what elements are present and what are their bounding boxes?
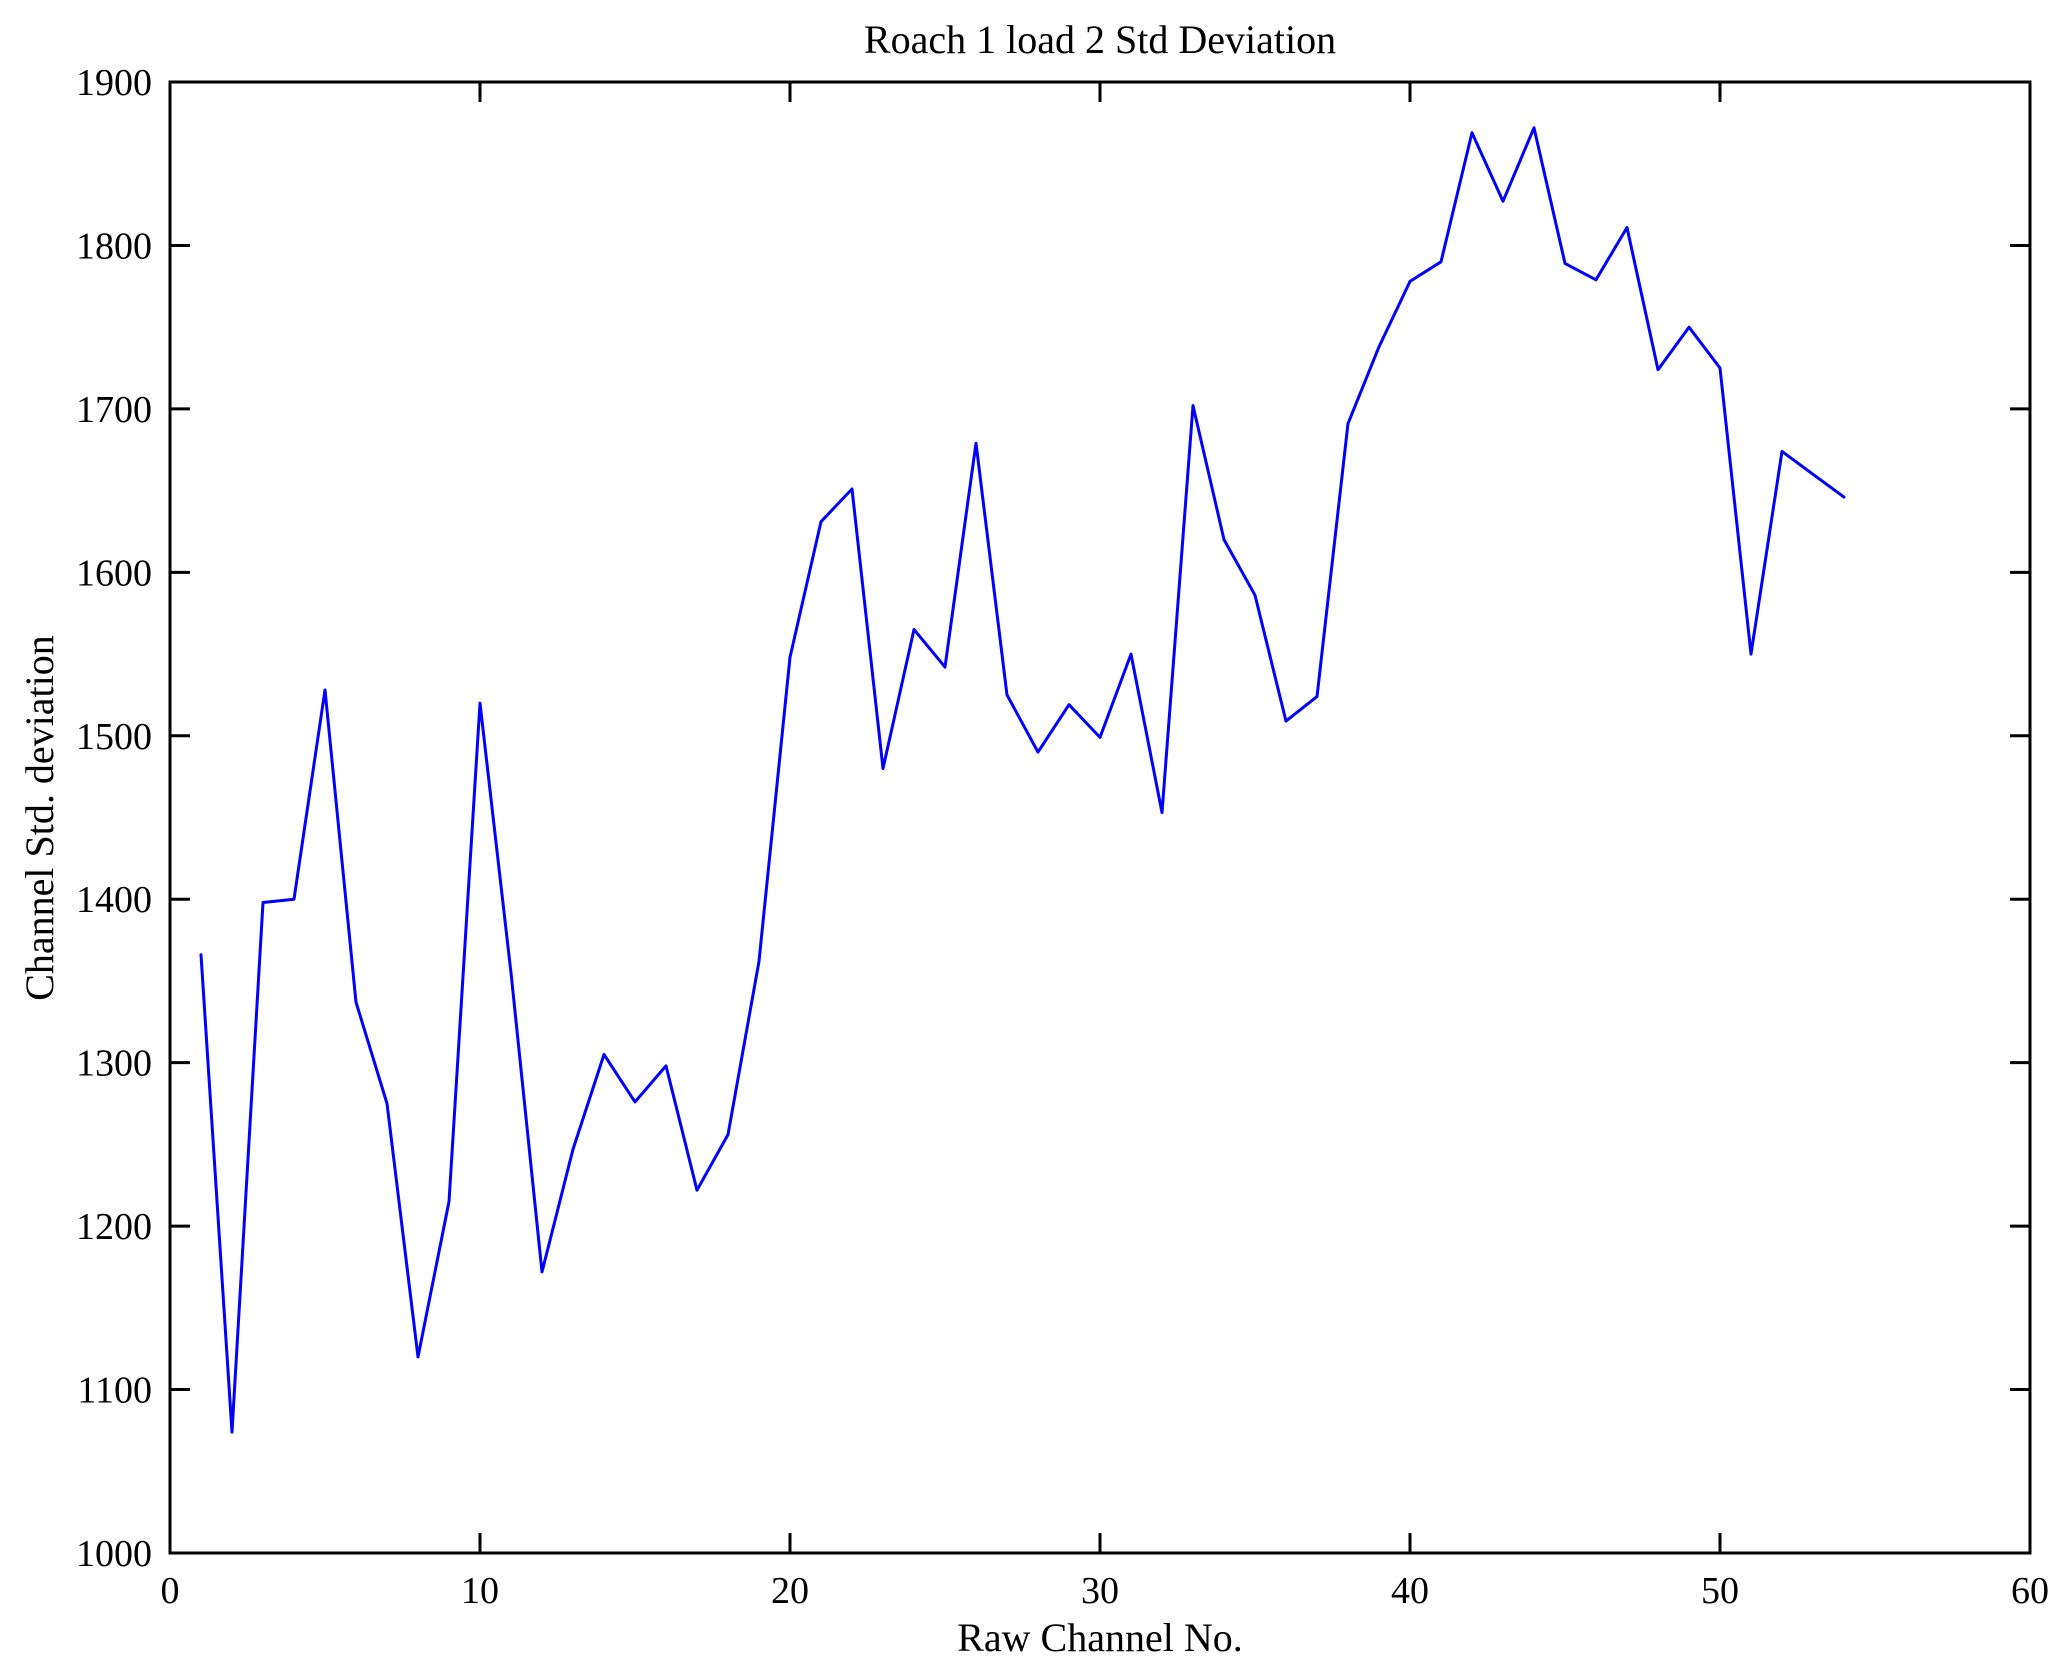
- series-line: [199, 126, 1846, 1434]
- x-axis-label: Raw Channel No.: [957, 1615, 1243, 1660]
- x-tick-label: 30: [1081, 1570, 1119, 1612]
- x-tick-label: 40: [1391, 1570, 1429, 1612]
- y-tick-label: 1600: [76, 552, 152, 594]
- y-tick-label: 1900: [76, 62, 152, 104]
- x-tick-label: 0: [161, 1570, 180, 1612]
- plot-box: [168, 80, 2032, 1555]
- y-tick-label: 1800: [76, 225, 152, 267]
- x-tick-label: 50: [1701, 1570, 1739, 1612]
- y-tick-label: 1700: [76, 389, 152, 431]
- y-tick-label: 1300: [76, 1043, 152, 1085]
- x-tick-label: 60: [2011, 1570, 2049, 1612]
- y-tick-label: 1100: [77, 1370, 152, 1412]
- x-tick-label: 20: [771, 1570, 809, 1612]
- chart-title: Roach 1 load 2 Std Deviation: [863, 17, 1337, 62]
- y-axis-label: Channel Std. deviation: [17, 635, 62, 1001]
- y-tick-label: 1400: [76, 879, 152, 921]
- y-tick-label: 1000: [76, 1533, 152, 1575]
- x-tick-label: 10: [461, 1570, 499, 1612]
- y-tick-label: 1500: [76, 716, 152, 758]
- y-tick-label: 1200: [76, 1206, 152, 1248]
